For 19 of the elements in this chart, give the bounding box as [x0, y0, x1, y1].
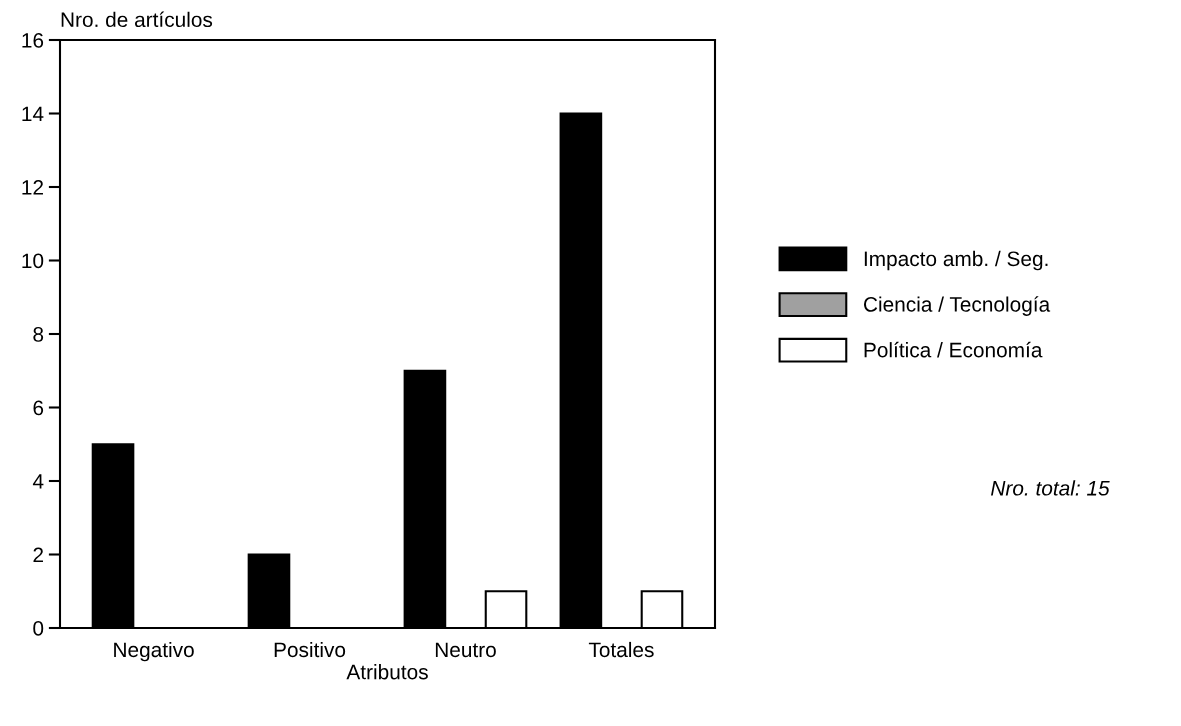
y-tick-label: 16 — [22, 33, 44, 48]
x-tick-label: Negativo — [114, 641, 194, 662]
x-tick-label: Positivo — [274, 641, 346, 658]
x-axis-title: Atributos — [346, 664, 428, 680]
y-tick-label: 12 — [22, 180, 43, 195]
legend-label: Impacto amb. / Seg. — [864, 250, 1048, 271]
y-tick-label: 10 — [22, 253, 44, 269]
x-tick-label: Totales — [588, 641, 654, 658]
y-axis-title: Nro. de artículos — [61, 11, 213, 28]
legend-label: Ciencia / Tecnología — [863, 296, 1051, 316]
y-tick-label: 14 — [22, 106, 44, 122]
y-tick-label: 8 — [33, 327, 44, 342]
y-tick-label: 2 — [33, 547, 43, 563]
y-tick-label: 0 — [33, 621, 44, 636]
text: Nro. total: 15 — [991, 480, 1110, 496]
x-tick-label: Neutro — [435, 642, 496, 658]
legend-label: Política / Economía — [864, 341, 1043, 358]
y-tick-label: 4 — [32, 474, 44, 489]
y-tick-label: 6 — [33, 400, 44, 416]
